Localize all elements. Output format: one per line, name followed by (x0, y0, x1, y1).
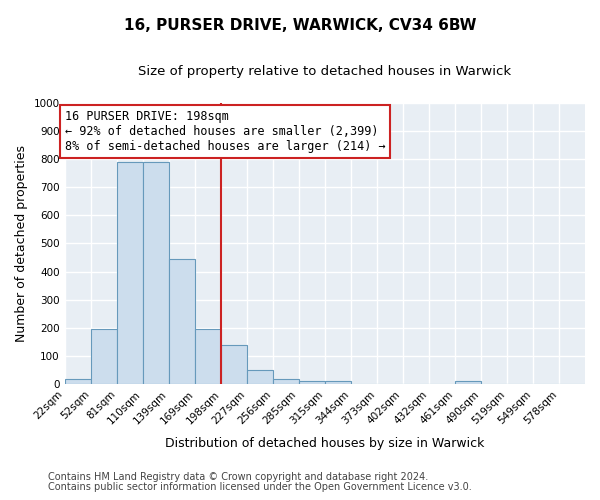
Bar (299, 382, 325, 384)
Text: Contains public sector information licensed under the Open Government Licence v3: Contains public sector information licen… (48, 482, 472, 492)
Bar (117, 162, 143, 384)
Y-axis label: Number of detached properties: Number of detached properties (15, 145, 28, 342)
Bar (325, 382, 351, 384)
Text: 16, PURSER DRIVE, WARWICK, CV34 6BW: 16, PURSER DRIVE, WARWICK, CV34 6BW (124, 18, 476, 32)
Bar (169, 259, 196, 384)
Bar (455, 382, 481, 384)
Bar (273, 378, 299, 384)
Text: 16 PURSER DRIVE: 198sqm
← 92% of detached houses are smaller (2,399)
8% of semi-: 16 PURSER DRIVE: 198sqm ← 92% of detache… (65, 110, 385, 153)
Title: Size of property relative to detached houses in Warwick: Size of property relative to detached ho… (138, 65, 511, 78)
Bar (221, 345, 247, 384)
Bar (247, 370, 273, 384)
Bar (143, 162, 169, 384)
Bar (91, 330, 117, 384)
Bar (65, 378, 91, 384)
Text: Contains HM Land Registry data © Crown copyright and database right 2024.: Contains HM Land Registry data © Crown c… (48, 472, 428, 482)
X-axis label: Distribution of detached houses by size in Warwick: Distribution of detached houses by size … (165, 437, 484, 450)
Bar (196, 328, 221, 384)
